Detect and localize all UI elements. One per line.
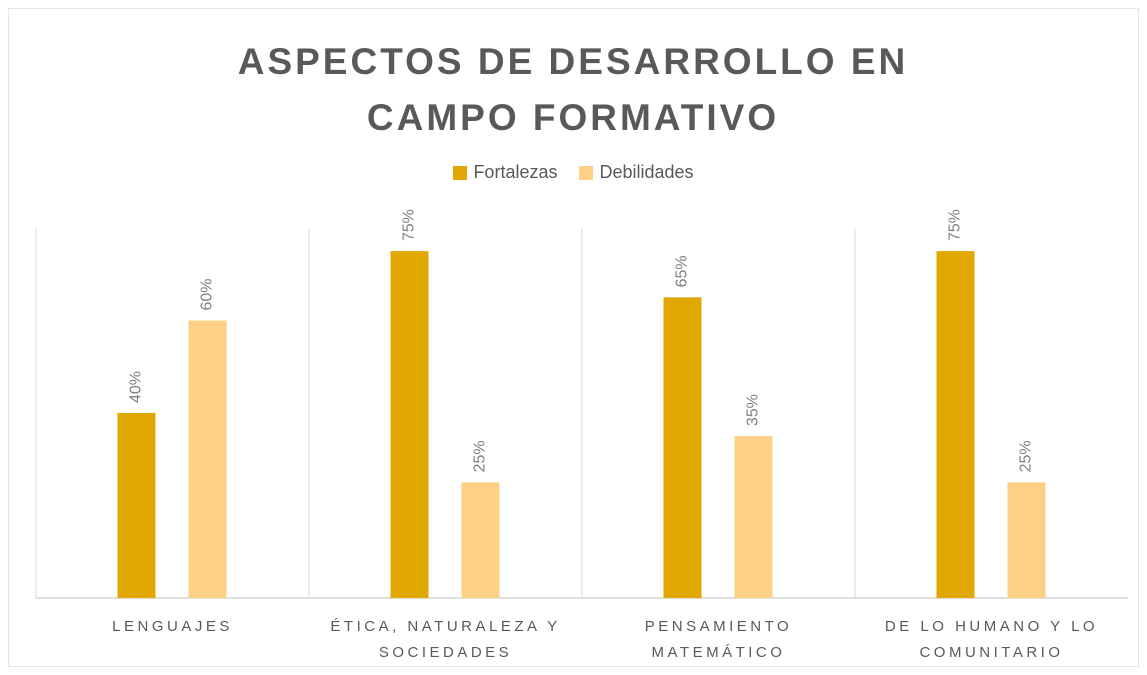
- x-tick-label: ÉTICA, NATURALEZA Y SOCIEDADES: [330, 618, 561, 661]
- bar: [1007, 482, 1046, 598]
- value-label: 25%: [472, 440, 489, 472]
- bar: [461, 482, 500, 598]
- legend-item: Fortalezas: [453, 162, 557, 183]
- legend: Fortalezas Debilidades: [0, 162, 1147, 183]
- value-label: 25%: [1018, 440, 1035, 472]
- value-label: 65%: [674, 255, 691, 287]
- bar: [663, 297, 702, 598]
- chart-border: [8, 8, 1139, 667]
- legend-item: Debilidades: [579, 162, 694, 183]
- legend-label: Fortalezas: [473, 162, 558, 182]
- value-label: 35%: [745, 394, 762, 426]
- legend-label: Debilidades: [599, 162, 694, 182]
- x-tick-label: PENSAMIENTO MATEMÁTICO: [644, 618, 793, 661]
- bar: [734, 436, 773, 598]
- legend-swatch: [453, 165, 468, 180]
- value-label: 75%: [947, 209, 964, 241]
- bar: [188, 320, 227, 598]
- legend-swatch: [579, 165, 594, 180]
- x-tick-label: DE LO HUMANO Y LO COMUNITARIO: [884, 618, 1099, 661]
- bar: [117, 413, 156, 598]
- value-label: 75%: [401, 209, 418, 241]
- chart-title: ASPECTOS DE DESARROLLO EN CAMPO FORMATIV…: [237, 41, 909, 138]
- value-label: 40%: [128, 371, 145, 403]
- x-tick-label: LENGUAJES: [112, 618, 233, 635]
- bar: [936, 251, 975, 598]
- bar: [390, 251, 429, 598]
- value-label: 60%: [199, 278, 216, 310]
